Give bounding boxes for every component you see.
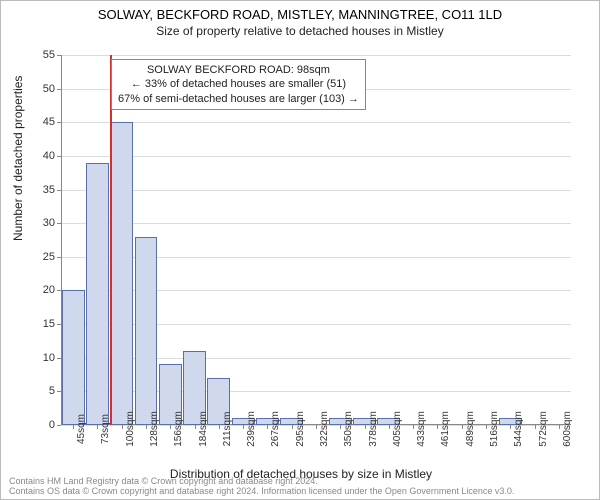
footer-line2: Contains OS data © Crown copyright and d… bbox=[9, 487, 514, 497]
xtick-mark bbox=[340, 425, 341, 429]
xtick-label: 295sqm bbox=[295, 411, 306, 447]
xtick-mark bbox=[365, 425, 366, 429]
xtick-mark bbox=[559, 425, 560, 429]
xtick-mark bbox=[267, 425, 268, 429]
xtick-mark bbox=[413, 425, 414, 429]
xtick-label: 489sqm bbox=[465, 411, 476, 447]
ytick-label: 55 bbox=[5, 49, 55, 61]
bar bbox=[135, 237, 158, 425]
marker-line bbox=[110, 55, 112, 425]
xtick-label: 350sqm bbox=[343, 411, 354, 447]
xtick-mark bbox=[146, 425, 147, 429]
xtick-label: 516sqm bbox=[489, 411, 500, 447]
xtick-mark bbox=[195, 425, 196, 429]
gridline-h bbox=[61, 190, 571, 191]
ytick-label: 0 bbox=[5, 419, 55, 431]
ytick-label: 40 bbox=[5, 150, 55, 162]
xtick-mark bbox=[437, 425, 438, 429]
gridline-h bbox=[61, 55, 571, 56]
ytick-label: 25 bbox=[5, 251, 55, 263]
xtick-label: 378sqm bbox=[368, 411, 379, 447]
xtick-label: 211sqm bbox=[222, 412, 233, 447]
ytick-label: 5 bbox=[5, 385, 55, 397]
xtick-label: 572sqm bbox=[538, 411, 549, 447]
bar bbox=[110, 122, 133, 425]
xtick-mark bbox=[97, 425, 98, 429]
gridline-h bbox=[61, 122, 571, 123]
xtick-mark bbox=[462, 425, 463, 429]
xtick-label: 544sqm bbox=[513, 411, 524, 447]
ytick-label: 50 bbox=[5, 83, 55, 95]
annotation-box: SOLWAY BECKFORD ROAD: 98sqm← 33% of deta… bbox=[111, 59, 366, 110]
xtick-label: 239sqm bbox=[246, 411, 257, 447]
annotation-line2: ← 33% of detached houses are smaller (51… bbox=[118, 77, 359, 91]
annotation-line1: SOLWAY BECKFORD ROAD: 98sqm bbox=[118, 63, 359, 77]
xtick-mark bbox=[73, 425, 74, 429]
ytick-label: 35 bbox=[5, 184, 55, 196]
xtick-mark bbox=[535, 425, 536, 429]
xtick-label: 433sqm bbox=[416, 411, 427, 447]
bar bbox=[86, 163, 109, 425]
footer-attribution: Contains HM Land Registry data © Crown c… bbox=[9, 477, 514, 497]
ytick-label: 45 bbox=[5, 116, 55, 128]
chart-title: SOLWAY, BECKFORD ROAD, MISTLEY, MANNINGT… bbox=[1, 7, 599, 22]
ytick-label: 20 bbox=[5, 284, 55, 296]
gridline-h bbox=[61, 156, 571, 157]
xtick-label: 267sqm bbox=[270, 411, 281, 447]
xtick-mark bbox=[170, 425, 171, 429]
xtick-mark bbox=[486, 425, 487, 429]
xtick-label: 322sqm bbox=[319, 411, 330, 447]
xtick-mark bbox=[510, 425, 511, 429]
ytick-label: 30 bbox=[5, 217, 55, 229]
xtick-label: 405sqm bbox=[392, 411, 403, 447]
annotation-line3: 67% of semi-detached houses are larger (… bbox=[118, 92, 359, 106]
xtick-mark bbox=[219, 425, 220, 429]
plot-area: 051015202530354045505545sqm73sqm100sqm12… bbox=[61, 55, 571, 425]
chart-subtitle: Size of property relative to detached ho… bbox=[1, 24, 599, 38]
xtick-mark bbox=[316, 425, 317, 429]
xtick-mark bbox=[243, 425, 244, 429]
ytick-label: 10 bbox=[5, 352, 55, 364]
xtick-label: 600sqm bbox=[562, 411, 573, 447]
ytick-mark bbox=[57, 425, 61, 426]
xtick-mark bbox=[122, 425, 123, 429]
xtick-mark bbox=[292, 425, 293, 429]
chart-container: SOLWAY, BECKFORD ROAD, MISTLEY, MANNINGT… bbox=[0, 0, 600, 500]
ytick-label: 15 bbox=[5, 318, 55, 330]
bar bbox=[62, 290, 85, 425]
xtick-label: 461sqm bbox=[440, 411, 451, 447]
xtick-mark bbox=[389, 425, 390, 429]
gridline-h bbox=[61, 223, 571, 224]
